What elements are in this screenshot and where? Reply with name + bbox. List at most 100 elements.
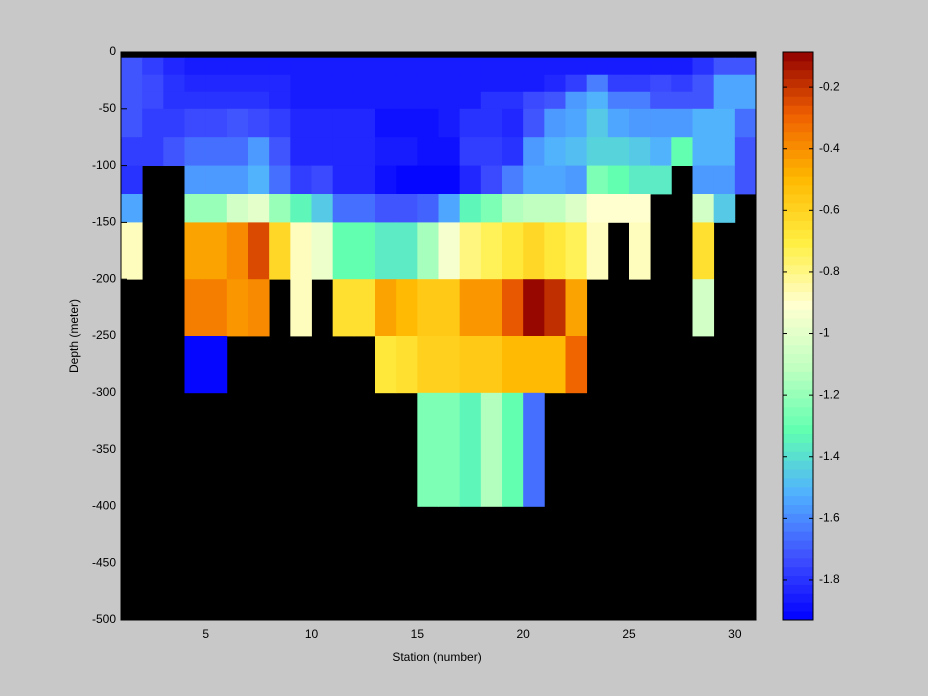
colorbar-tick-label: -0.4 — [819, 141, 840, 155]
heatmap-cell — [121, 108, 143, 138]
heatmap-cell — [226, 108, 249, 138]
heatmap-cell — [438, 74, 461, 93]
colorbar-swatch — [783, 442, 813, 452]
heatmap-cell — [544, 336, 566, 394]
heatmap-cell — [713, 108, 736, 138]
colorbar-swatch — [783, 593, 813, 603]
heatmap-cell — [184, 194, 207, 223]
heatmap-cell — [269, 74, 291, 93]
colorbar-swatch — [783, 433, 813, 443]
heatmap-cell — [417, 137, 439, 166]
heatmap-cell — [607, 194, 630, 223]
heatmap-cell — [184, 91, 207, 110]
heatmap-cell — [459, 108, 482, 138]
heatmap-cell — [480, 336, 503, 394]
colorbar-swatch — [783, 584, 813, 594]
heatmap-cell — [417, 279, 439, 337]
colorbar-swatch — [783, 158, 813, 168]
heatmap-cell — [375, 336, 397, 394]
heatmap-cell — [184, 57, 207, 76]
heatmap-cell — [502, 57, 524, 76]
heatmap-cell — [607, 74, 630, 93]
heatmap-cell — [417, 91, 439, 110]
colorbar-swatch — [783, 309, 813, 319]
heatmap-cell — [565, 91, 588, 110]
heatmap-cell — [248, 194, 270, 223]
colorbar-swatch — [783, 469, 813, 479]
heatmap-cell — [502, 279, 524, 337]
colorbar-swatch — [783, 407, 813, 417]
colorbar-tick-label: -1.6 — [819, 511, 840, 525]
heatmap-cell — [248, 74, 270, 93]
heatmap-cell — [269, 108, 291, 138]
heatmap-cell — [565, 194, 588, 223]
heatmap-cell — [586, 194, 609, 223]
heatmap-cell — [523, 279, 545, 337]
heatmap-cell — [353, 108, 376, 138]
heatmap-cell — [438, 137, 461, 166]
heatmap-cell — [353, 91, 376, 110]
heatmap-cell — [248, 165, 270, 195]
heatmap-cell — [544, 74, 566, 93]
heatmap-cell — [121, 194, 143, 223]
heatmap-cell — [480, 137, 503, 166]
colorbar-swatch — [783, 415, 813, 426]
heatmap-cell — [375, 91, 397, 110]
heatmap-cell — [502, 74, 524, 93]
heatmap-cell — [650, 57, 672, 76]
heatmap-cell — [586, 165, 609, 195]
colorbar-swatch — [783, 202, 813, 213]
heatmap-cell — [396, 57, 418, 76]
heatmap-cell — [480, 165, 503, 195]
heatmap-cell — [375, 194, 397, 223]
heatmap-cell — [248, 279, 270, 337]
colorbar-swatch — [783, 52, 813, 62]
heatmap-cell — [438, 222, 461, 280]
colorbar-swatch — [783, 389, 813, 399]
heatmap-cell — [184, 108, 207, 138]
heatmap-cell — [332, 194, 355, 223]
heatmap-cell — [565, 137, 588, 166]
heatmap-cell — [502, 137, 524, 166]
heatmap-cell — [290, 222, 312, 280]
colorbar-swatch — [783, 282, 813, 293]
colorbar-swatch — [783, 220, 813, 230]
heatmap-cell — [417, 165, 439, 195]
heatmap-cell — [396, 91, 418, 110]
heatmap-cell — [142, 57, 164, 76]
heatmap-cell — [671, 91, 693, 110]
colorbar-swatch — [783, 478, 813, 488]
heatmap-cell — [375, 279, 397, 337]
heatmap-cell — [607, 57, 630, 76]
heatmap-cell — [459, 392, 482, 507]
heatmap-cell — [121, 91, 143, 110]
heatmap-cell — [375, 57, 397, 76]
colorbar-swatch — [783, 238, 813, 248]
colorbar-swatch — [783, 247, 813, 257]
heatmap-cell — [480, 108, 503, 138]
heatmap-cell — [692, 108, 715, 138]
heatmap-cell — [290, 165, 312, 195]
heatmap-cell — [375, 165, 397, 195]
heatmap-cell — [692, 74, 715, 93]
heatmap-cell — [438, 279, 461, 337]
colorbar-swatch — [783, 229, 813, 239]
heatmap-cell — [523, 222, 545, 280]
y-tick-label: -150 — [92, 215, 116, 229]
heatmap-cell — [650, 165, 672, 195]
heatmap-cell — [544, 165, 566, 195]
heatmap-cell — [184, 74, 207, 93]
heatmap-cell — [226, 165, 249, 195]
heatmap-cell — [650, 137, 672, 166]
colorbar-swatch — [783, 362, 813, 372]
colorbar-swatch — [783, 131, 813, 142]
colorbar-swatch — [783, 424, 813, 435]
heatmap-cell — [502, 336, 524, 394]
heatmap-cell — [205, 165, 228, 195]
x-tick-label: 10 — [305, 627, 319, 641]
heatmap-cell — [290, 194, 312, 223]
heatmap-cell — [163, 57, 185, 76]
heatmap-cell — [459, 336, 482, 394]
y-axis-label: Depth (meter) — [67, 299, 81, 373]
heatmap-cell — [565, 336, 588, 394]
